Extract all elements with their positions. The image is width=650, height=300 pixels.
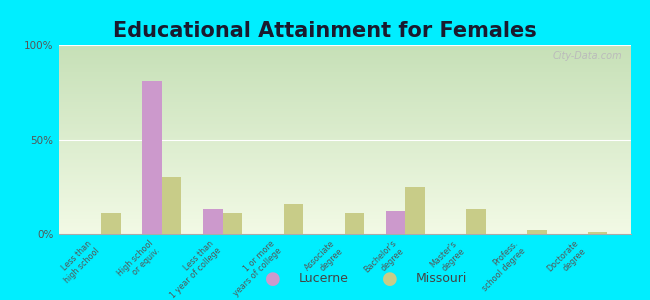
Bar [101,213,120,234]
Text: ●: ● [265,270,281,288]
Bar [406,187,425,234]
Bar [162,177,181,234]
Bar [203,209,223,234]
Bar [386,211,406,234]
Bar [588,232,607,234]
Bar [466,209,486,234]
Text: ●: ● [382,270,398,288]
Bar [142,81,162,234]
Bar [283,204,303,234]
Bar [527,230,547,234]
Bar [223,213,242,234]
Text: City-Data.com: City-Data.com [552,51,622,61]
Text: Educational Attainment for Females: Educational Attainment for Females [113,21,537,41]
Text: Lucerne: Lucerne [299,272,349,286]
Text: Missouri: Missouri [416,272,467,286]
Bar [344,213,364,234]
